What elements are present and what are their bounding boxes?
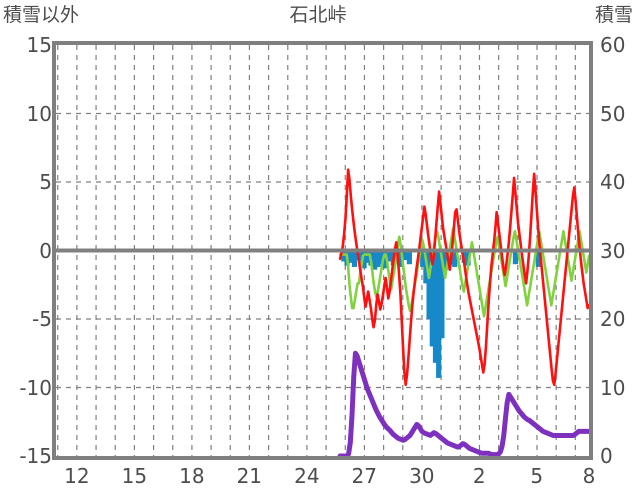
y-left-tick-label: 5: [39, 170, 52, 194]
zero-line: [56, 248, 589, 253]
y-right-tick-label: 40: [600, 170, 626, 194]
x-tick-label: 5: [530, 464, 544, 488]
x-tick-label: 18: [179, 464, 205, 488]
page-title: 石北峠: [289, 4, 347, 26]
x-tick-label: 8: [582, 464, 596, 488]
x-tick-label: 21: [236, 464, 263, 488]
x-tick-label: 2: [472, 464, 486, 488]
y-left-tick-label: 15: [26, 33, 52, 57]
plot-area: [52, 41, 593, 460]
data-series: [337, 168, 589, 456]
x-tick-label: 24: [294, 464, 320, 488]
y-left-tick-label: -15: [19, 444, 52, 468]
y-right-tick-label: 30: [600, 238, 626, 263]
y-right-tick-label: 60: [600, 33, 626, 57]
y-right-tick-label: 0: [600, 444, 613, 468]
x-tick-label: 30: [409, 464, 435, 488]
y-right-tick-label: 50: [600, 101, 626, 126]
x-tick-label: 15: [121, 464, 148, 488]
right-axis-title: 積雪: [594, 4, 633, 26]
y-left-tick-label: -10: [19, 375, 52, 400]
x-tick-label: 12: [64, 464, 90, 488]
plot-inner: [56, 45, 589, 456]
left-axis-title: 積雪以外: [3, 4, 80, 26]
grid-lines: [56, 45, 589, 456]
y-left-tick-label: 0: [39, 238, 52, 263]
y-left-tick-label: 10: [26, 101, 52, 126]
y-right-tick-label: 20: [600, 307, 626, 331]
y-right-tick-label: 10: [600, 375, 626, 400]
y-left-tick-label: -5: [32, 307, 52, 331]
x-tick-label: 27: [351, 464, 377, 488]
